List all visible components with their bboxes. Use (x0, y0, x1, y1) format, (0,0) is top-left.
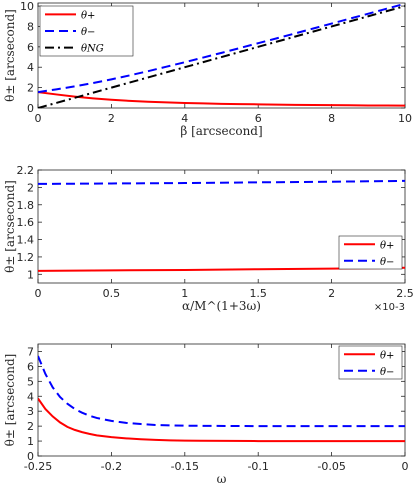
series-line-2 (38, 3, 405, 94)
y-tick-label: 6 (27, 360, 34, 373)
y-axis-label: θ± [arcsecond] (3, 180, 17, 273)
x-tick-label: 0 (35, 112, 42, 125)
y-tick-label: 1.2 (17, 251, 35, 264)
x-tick-label: 10 (398, 112, 412, 125)
y-axis-label: θ± [arcsecond] (3, 354, 17, 447)
legend-box (338, 235, 403, 270)
x-tick-label: 4 (181, 112, 188, 125)
y-tick-label: 8 (27, 20, 34, 33)
y-tick-label: 0 (27, 102, 34, 115)
axes-frame (37, 169, 406, 284)
legend-entry: θ+ (380, 350, 394, 361)
legend: θ+ θ− θNG (39, 5, 134, 57)
y-tick-label: 1.6 (17, 216, 35, 229)
y-tick-label: 4 (27, 390, 34, 403)
series-group (38, 3, 405, 108)
y-tick-label: 2.2 (17, 164, 35, 177)
x-tick-label: 1 (181, 287, 188, 300)
series-line-1 (38, 397, 405, 443)
y-tick-label: 10 (20, 0, 34, 13)
x-tick-label: -0.15 (171, 460, 199, 473)
y-tick-label: 6 (27, 41, 34, 54)
legend-entry: θNG (81, 44, 104, 55)
x-axis-multiplier: ×10-3 (374, 302, 405, 313)
series-line-3 (38, 5, 405, 108)
legend-entry: θ− (380, 257, 394, 268)
y-tick-label: 5 (27, 375, 34, 388)
y-tick-label: 7 (27, 345, 34, 358)
legend-entry: θ+ (380, 240, 394, 251)
y-tick-label: 2 (27, 181, 34, 194)
y-tick-label: 4 (27, 61, 34, 74)
x-tick-label: 2.5 (396, 287, 414, 300)
y-axis-label: θ± [arcsecond] (3, 9, 17, 102)
x-tick-label: -0.05 (317, 460, 345, 473)
y-tick-label: 2 (27, 420, 34, 433)
y-tick-label: 1.8 (17, 199, 35, 212)
x-tick-label: 2 (108, 112, 115, 125)
legend-box (338, 345, 403, 380)
series-line-2 (38, 355, 405, 428)
x-axis-label: β [arcsecond] (180, 124, 262, 138)
y-tick-label: 3 (27, 405, 34, 418)
y-tick-label: 2 (27, 82, 34, 95)
x-tick-label: -0.2 (101, 460, 122, 473)
x-tick-label: 0 (35, 287, 42, 300)
x-tick-label: 8 (328, 112, 335, 125)
x-tick-label: 6 (255, 112, 262, 125)
legend: θ+ θ− (338, 345, 403, 380)
series-line-1 (38, 91, 405, 107)
legend-entry: θ− (81, 27, 95, 38)
chart-panel-3: -0.25 -0.2 -0.15 -0.1 -0.05 0 0 1 2 3 4 5 6 7 ω θ± [arc… (3, 343, 409, 486)
y-tick-label: 0 (27, 450, 34, 463)
x-tick-label: -0.25 (24, 460, 52, 473)
chart-panel-2: 0 0.5 1 1.5 2 2.5 1 1.2 1.4 1.6 1.8 2 2.2 α/M^(1+3ω) θ… (3, 164, 414, 313)
axes-frame (37, 2, 406, 109)
x-axis-label: ω (217, 472, 227, 486)
x-tick-label: 0 (402, 460, 409, 473)
series-group (38, 355, 405, 443)
y-tick-label: 1 (27, 435, 34, 448)
legend: θ+ θ− (338, 235, 403, 270)
x-axis-label: α/M^(1+3ω) (182, 299, 261, 313)
chart-panel-1: 0 2 4 6 8 10 0 2 4 6 8 10 β [arcsecond] θ± [arcsecond… (3, 0, 412, 138)
legend-entry: θ− (380, 367, 394, 378)
x-tick-label: 2 (328, 287, 335, 300)
y-tick-label: 1.4 (17, 234, 35, 247)
x-tick-label: -0.1 (247, 460, 268, 473)
legend-entry: θ+ (81, 10, 95, 21)
y-tick-label: 1 (27, 268, 34, 281)
series-line-2 (38, 179, 405, 185)
x-tick-label: 1.5 (249, 287, 267, 300)
x-tick-label: 0.5 (103, 287, 121, 300)
